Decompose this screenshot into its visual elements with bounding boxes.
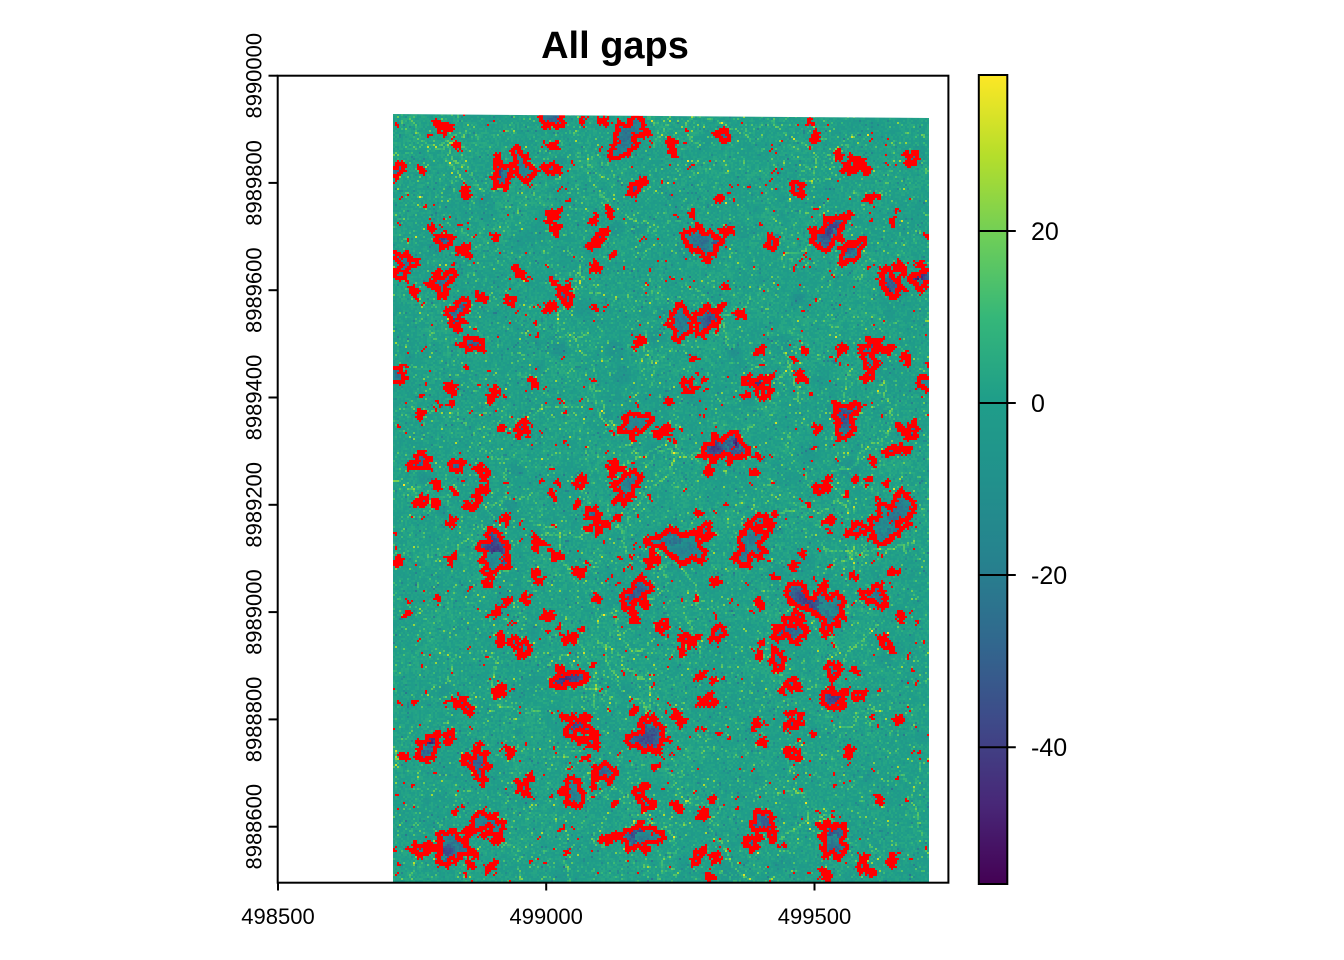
svg-text:498500: 498500 bbox=[241, 904, 314, 929]
svg-text:8988600: 8988600 bbox=[242, 784, 267, 870]
svg-text:0: 0 bbox=[1031, 390, 1045, 418]
svg-text:-20: -20 bbox=[1031, 562, 1067, 590]
svg-text:-40: -40 bbox=[1031, 734, 1067, 762]
svg-text:8989000: 8989000 bbox=[242, 569, 267, 655]
svg-text:8989600: 8989600 bbox=[242, 247, 267, 333]
svg-text:All gaps: All gaps bbox=[541, 25, 689, 67]
svg-text:20: 20 bbox=[1031, 218, 1059, 246]
svg-text:8989400: 8989400 bbox=[242, 355, 267, 441]
svg-text:8990000: 8990000 bbox=[242, 33, 267, 119]
svg-text:8989200: 8989200 bbox=[242, 462, 267, 548]
svg-text:499500: 499500 bbox=[778, 904, 851, 929]
svg-text:8989800: 8989800 bbox=[242, 140, 267, 226]
svg-text:499000: 499000 bbox=[509, 904, 582, 929]
svg-text:8988800: 8988800 bbox=[242, 677, 267, 763]
